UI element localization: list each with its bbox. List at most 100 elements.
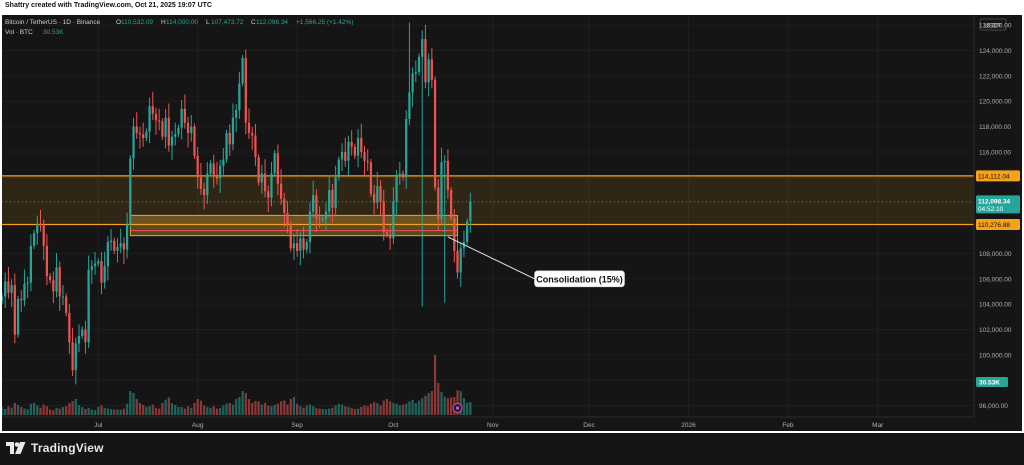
tradingview-logo[interactable]: TradingView (6, 441, 104, 455)
volume-bar (417, 400, 421, 415)
candle-body (177, 127, 180, 135)
volume-bar (446, 398, 450, 415)
candle-body (366, 160, 369, 163)
volume-bar (103, 407, 106, 415)
time-tick-label: Mar (872, 422, 884, 429)
volume-bar (225, 403, 228, 415)
volume-bar (199, 400, 203, 415)
price-tick-label: 106,000.00 (979, 276, 1012, 283)
candle-body (356, 138, 360, 156)
candle-body (45, 245, 49, 277)
candle-body (279, 183, 283, 199)
volume-bar (459, 391, 462, 415)
annotation-connector (447, 236, 535, 280)
resistance-lower-badge-text: 110,276.88 (978, 222, 1010, 229)
volume-bar (119, 409, 122, 415)
price-axis: USDT96,000.0098,000.00100,000.00102,000.… (973, 15, 1022, 431)
volume-bar (71, 401, 74, 415)
volume-bar (42, 404, 45, 415)
candle-body (186, 122, 190, 133)
candle-body (446, 160, 450, 191)
volume-bar (296, 403, 299, 415)
candle-body (411, 73, 414, 93)
candle-body (350, 141, 353, 147)
volume-bar (267, 405, 270, 415)
candle-body (103, 266, 106, 283)
volume-bar (270, 406, 273, 415)
volume-bar (202, 405, 206, 415)
candle-body (36, 224, 39, 234)
candle-body (202, 188, 206, 196)
volume-bar (321, 409, 324, 415)
volume-bar (16, 405, 20, 415)
candle-body (308, 211, 312, 242)
symbol-title: Bitcoin / TetherUS · 1D · Binance (5, 19, 101, 26)
candle-body (456, 250, 459, 273)
volume-bar (151, 404, 154, 415)
last-price-text: 112,098.34 (978, 199, 1011, 206)
ohlc-value: 112,098.34 (256, 19, 288, 26)
candle-body (65, 296, 68, 314)
volume-bar (299, 406, 302, 415)
candle-body (379, 186, 382, 202)
candle-body (77, 335, 81, 344)
change-value: +1,566.25 (+1.42%) (296, 19, 353, 26)
candle-body (443, 160, 446, 163)
volume-bar (122, 408, 126, 415)
volume-bar (331, 407, 334, 415)
volume-bar (97, 407, 100, 415)
ohlc-label: L (206, 19, 210, 26)
volume-bar (385, 399, 389, 415)
candle-body (113, 240, 116, 251)
candle-body (270, 173, 273, 198)
volume-bar (369, 403, 373, 415)
chart-pane[interactable]: Consolidation (15%) Bitcoin / TetherUS · … (2, 15, 1022, 431)
candle-body (109, 240, 113, 242)
candle-body (90, 266, 93, 270)
candle-body (4, 281, 7, 297)
candle-body (58, 267, 61, 297)
volume-bar (353, 409, 356, 415)
candle-body (241, 58, 244, 84)
candle-body (427, 59, 430, 83)
resistance-upper-badge-text: 114,112.04 (978, 173, 1010, 180)
volume-bar (212, 406, 215, 415)
volume-bar (10, 407, 13, 415)
candle-body (167, 117, 170, 146)
volume-bar (100, 405, 103, 415)
time-tick-label: Nov (487, 422, 499, 429)
resistance-zone (2, 175, 974, 225)
price-tick-label: 96,000.00 (979, 403, 1008, 410)
candle-body (398, 173, 401, 177)
volume-bar (257, 401, 260, 415)
volume-bar (74, 399, 77, 415)
volume-bar (4, 409, 7, 415)
candle-body (206, 173, 209, 196)
candle-body (408, 92, 411, 119)
ohlc-label: C (251, 19, 256, 26)
price-tick-label: 102,000.00 (979, 327, 1012, 334)
candle-body (459, 248, 462, 273)
volume-bar (366, 406, 369, 415)
volume-bar (109, 409, 113, 415)
volume-badge-text: 30.53K (979, 380, 1000, 387)
volume-bar (90, 409, 93, 415)
candle-body (235, 110, 238, 118)
resistance-upper-badge-box (976, 170, 1020, 182)
candle-body (283, 198, 286, 213)
time-tick-label: Sep (291, 422, 303, 429)
volume-bar (312, 406, 315, 415)
volume-bar (238, 397, 241, 415)
price-chart[interactable]: Consolidation (15%) Bitcoin / TetherUS · … (2, 15, 1022, 431)
volume-bar (469, 402, 472, 415)
candle-body (84, 329, 87, 343)
candle-body (353, 146, 356, 156)
candle-body (466, 221, 469, 242)
price-tick-label: 126,000.00 (979, 23, 1012, 30)
volume-bar (389, 401, 392, 415)
volume-bar (254, 401, 257, 415)
candle-body (305, 241, 308, 250)
volume-bar (183, 408, 186, 415)
candle-body (119, 243, 122, 248)
volume-bar (209, 407, 212, 415)
